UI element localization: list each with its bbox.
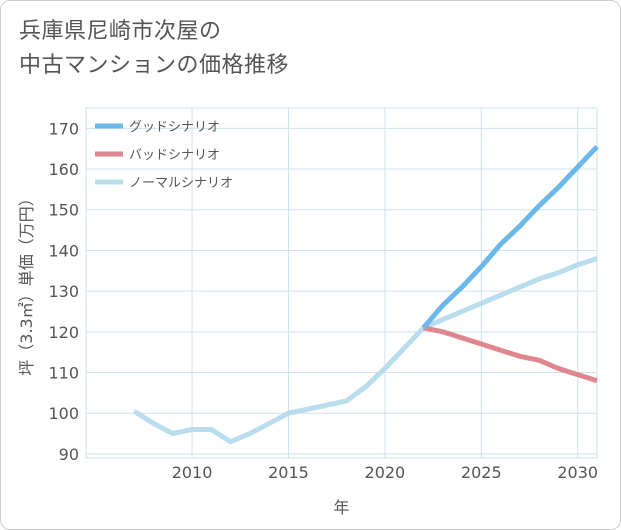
series-line-1	[422, 325, 598, 384]
x-tick-label: 2015	[268, 463, 309, 482]
y-axis-label: 坪（3.3㎡）単価（万円）	[17, 190, 36, 375]
y-tick-label: 160	[48, 160, 79, 179]
x-tick-label: 2020	[365, 463, 406, 482]
x-axis-label: 年	[333, 498, 349, 517]
series-line-0	[421, 144, 599, 330]
legend-label-2: ノーマルシナリオ	[129, 176, 233, 191]
chart-title-line-1: 兵庫県尼崎市次屋の	[19, 19, 222, 44]
y-tick-label: 130	[48, 282, 79, 301]
x-axis-ticks: 2010 2015 2020 2025 2030	[172, 463, 598, 482]
y-tick-label: 120	[48, 323, 79, 342]
x-tick-label: 2030	[557, 463, 598, 482]
y-tick-label: 100	[48, 404, 79, 423]
x-tick-label: 2025	[461, 463, 502, 482]
y-tick-label: 140	[48, 241, 79, 260]
series-lines	[132, 144, 599, 445]
y-tick-label: 150	[48, 201, 79, 220]
y-tick-label: 110	[48, 364, 79, 383]
y-tick-label: 90	[59, 445, 79, 464]
chart-title: 兵庫県尼崎市次屋の 中古マンションの価格推移	[19, 15, 289, 83]
plot-area-border	[85, 107, 598, 459]
x-tick-label: 2010	[172, 463, 213, 482]
legend-label-1: バッドシナリオ	[129, 148, 220, 163]
y-tick-label: 170	[48, 119, 79, 138]
series-line-2	[132, 256, 598, 445]
y-axis-ticks: 90 100 110 120 130 140 150 160 170	[48, 119, 79, 464]
chart-title-line-2: 中古マンションの価格推移	[19, 53, 290, 78]
grid	[85, 107, 598, 459]
legend-label-0: グッドシナリオ	[129, 120, 220, 135]
